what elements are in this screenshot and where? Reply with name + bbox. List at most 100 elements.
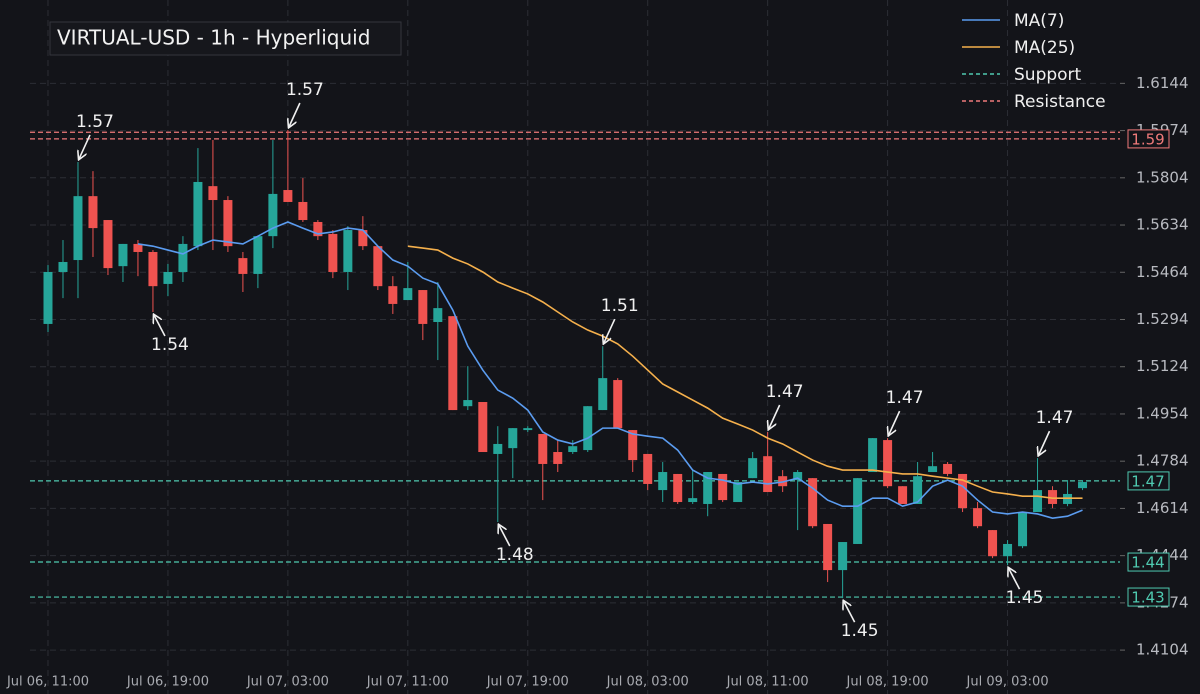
lines [137,221,1083,519]
candle-body [163,271,173,284]
legend-label: Resistance [1014,92,1106,112]
legend: MA(7) MA(25) Support Resistance [962,11,1106,112]
candle-body [853,478,863,544]
annotation-arrow [1039,430,1051,455]
annotation-arrow [844,601,856,623]
candle-body [688,498,698,503]
candle-body [988,530,998,557]
level-label-box [1127,471,1170,491]
candle-body [793,472,803,481]
candle-body [1048,490,1058,504]
candle-body [613,380,623,429]
x-tick-label: Jul 07, 11:00 [366,675,449,690]
candle-body [913,476,923,504]
candle-body [673,473,683,503]
ma-line [137,221,1083,519]
y-tick-label: 1.4954 [1136,404,1189,422]
candle-body [883,440,893,487]
annotation-label: 1.47 [766,382,804,402]
candle-body [178,243,188,272]
x-tick-label: Jul 09, 03:00 [966,675,1049,690]
annotations: 1.57 1.54 1.57 1.48 1.51 1.47 1.45 1.47 1.45 1.47 [76,80,1073,641]
candle-body [493,443,503,454]
candle-body [103,220,113,269]
candle-body [1078,482,1088,489]
y-tick-label: 1.5634 [1136,216,1189,234]
candle-body [583,406,593,451]
candle-body [553,452,563,464]
candle-body [808,478,818,527]
candle-body [88,196,98,229]
y-tick-label: 1.5464 [1136,263,1189,281]
candle-body [118,243,128,267]
candle-body [73,196,83,261]
annotation-label: 1.57 [286,80,324,100]
legend-label: MA(25) [1014,38,1075,58]
levels [30,131,1120,598]
annotation-arrow [79,134,91,159]
annotation-label: 1.48 [496,545,534,565]
candle-body [223,200,233,247]
candle-body [328,233,338,272]
x-tick-label: Jul 06, 11:00 [6,675,89,690]
candle-body [523,428,533,431]
candle-body [718,473,728,501]
chart-title: VIRTUAL-USD - 1h - Hyperliquid [57,26,370,50]
candle-body [1003,543,1013,557]
candle-body [508,428,518,449]
candle-body [973,508,983,527]
ma-line [407,245,1083,499]
candle-body [763,456,773,493]
annotation-label: 1.47 [886,388,924,408]
candle-body [1033,490,1043,513]
axes: 1.41041.42741.44441.46141.47841.49541.51… [6,74,1189,690]
x-tick-label: Jul 07, 03:00 [246,675,329,690]
level-label: 1.43 [1131,589,1164,607]
candle-body [598,378,608,411]
annotation-arrow [289,102,301,127]
annotation-label: 1.51 [601,296,639,316]
candle-body [433,308,443,322]
level-label: 1.47 [1131,472,1164,490]
candle-body [208,186,218,201]
candle-body [418,290,428,324]
candle-body [568,446,578,453]
title-box [49,21,402,56]
x-tick-label: Jul 07, 19:00 [486,675,569,690]
annotation-arrow [889,410,901,435]
candle-body [298,201,308,221]
candle-body [358,230,368,247]
annotation-arrow [604,318,616,343]
candle-body [943,463,953,474]
candle-body [313,221,323,237]
level-label-box [1127,587,1170,607]
candle-body [778,476,788,487]
x-tick-label: Jul 06, 19:00 [126,675,209,690]
y-tick-label: 1.4104 [1136,641,1189,659]
candle-body [283,190,293,202]
candle-body [403,288,413,301]
candle-body [463,400,473,407]
level-label: 1.44 [1131,554,1164,572]
candle-body [448,316,458,411]
candle-body [43,271,53,324]
annotation-arrow [1009,568,1021,590]
annotation-arrow [499,525,511,547]
annotation-label: 1.45 [841,621,879,641]
candle-body [703,472,713,504]
y-tick-label: 1.6144 [1136,74,1189,92]
candle-body [958,473,968,509]
candle-body [928,466,938,473]
y-tick-label: 1.4614 [1136,499,1189,517]
x-tick-label: Jul 08, 19:00 [846,675,929,690]
candle-body [193,181,203,247]
y-tick-label: 1.5124 [1136,357,1189,375]
candle-body [1063,493,1073,504]
candle-body [373,246,383,287]
annotation-label: 1.45 [1006,588,1044,608]
candle-body [238,258,248,274]
candle-body [628,430,638,461]
